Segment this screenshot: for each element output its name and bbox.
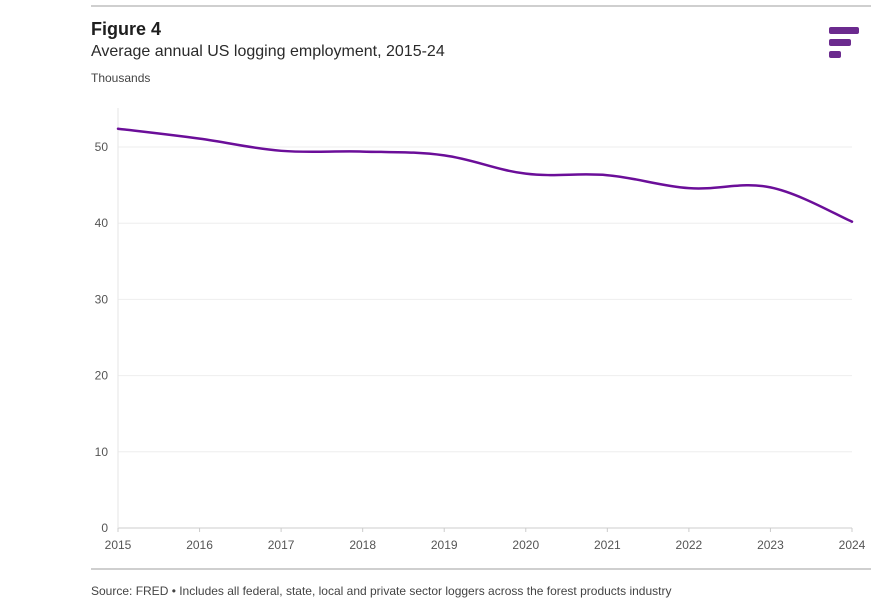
x-tick-label: 2018 bbox=[349, 538, 376, 552]
x-tick-label: 2020 bbox=[512, 538, 539, 552]
logo-bar-bottom bbox=[829, 51, 841, 58]
x-tick-label: 2019 bbox=[431, 538, 458, 552]
figure-label: Figure 4 bbox=[91, 19, 162, 39]
y-tick-label: 10 bbox=[95, 445, 109, 459]
brand-logo-icon bbox=[829, 27, 859, 59]
chart-title: Average annual US logging employment, 20… bbox=[91, 43, 445, 60]
top-rule bbox=[91, 5, 871, 7]
series-line bbox=[116, 127, 854, 223]
x-tick-label: 2017 bbox=[268, 538, 295, 552]
y-axis-unit-label: Thousands bbox=[91, 71, 151, 85]
y-tick-label: 0 bbox=[101, 521, 108, 535]
y-tick-label: 50 bbox=[95, 140, 109, 154]
y-tick-label: 40 bbox=[95, 216, 109, 230]
x-tick-label: 2015 bbox=[105, 538, 132, 552]
x-tick-label: 2022 bbox=[676, 538, 703, 552]
x-tick-label: 2016 bbox=[186, 538, 213, 552]
x-tick-label: 2024 bbox=[839, 538, 866, 552]
y-tick-label: 20 bbox=[95, 369, 109, 383]
bottom-rule bbox=[91, 568, 871, 570]
x-tick-label: 2023 bbox=[757, 538, 784, 552]
source-note: Source: FRED • Includes all federal, sta… bbox=[91, 584, 672, 598]
x-tick-label: 2021 bbox=[594, 538, 621, 552]
logo-bar-middle bbox=[829, 39, 851, 46]
y-tick-label: 30 bbox=[95, 292, 109, 306]
logo-bar-top bbox=[829, 27, 859, 34]
